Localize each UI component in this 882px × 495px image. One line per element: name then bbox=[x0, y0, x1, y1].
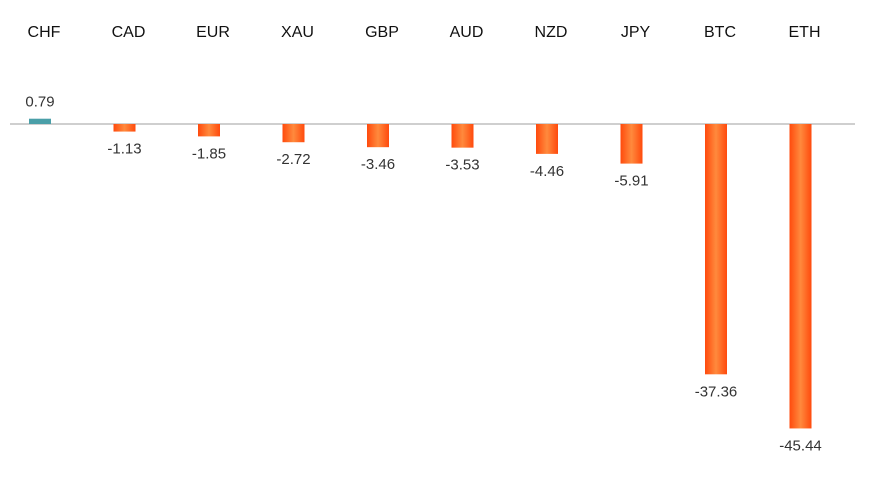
value-label-nzd: -4.46 bbox=[530, 163, 564, 180]
bar-eur bbox=[198, 124, 220, 137]
bar-nzd bbox=[536, 124, 558, 154]
bars bbox=[29, 118, 812, 429]
bar-gbp bbox=[367, 124, 389, 148]
category-label-nzd: NZD bbox=[535, 24, 568, 41]
category-label-cad: CAD bbox=[112, 24, 146, 41]
value-label-cad: -1.13 bbox=[107, 141, 141, 158]
value-label-gbp: -3.46 bbox=[361, 156, 395, 173]
value-label-btc: -37.36 bbox=[695, 383, 738, 400]
category-label-gbp: GBP bbox=[365, 24, 399, 41]
category-labels: CHF CAD EUR XAU GBP AUD NZD JPY BTC ETH bbox=[28, 24, 821, 41]
category-label-chf: CHF bbox=[28, 24, 61, 41]
bar-btc bbox=[705, 124, 727, 375]
value-label-xau: -2.72 bbox=[276, 151, 310, 168]
category-label-xau: XAU bbox=[281, 24, 314, 41]
bar-aud bbox=[451, 124, 474, 148]
bar-chf bbox=[29, 118, 51, 124]
value-label-eth: -45.44 bbox=[779, 437, 822, 454]
bar-cad bbox=[113, 124, 136, 132]
category-label-jpy: JPY bbox=[621, 24, 651, 41]
category-label-eth: ETH bbox=[789, 24, 821, 41]
category-label-eur: EUR bbox=[196, 24, 230, 41]
value-label-aud: -3.53 bbox=[445, 157, 479, 174]
bar-jpy bbox=[620, 124, 643, 164]
bar-xau bbox=[282, 124, 305, 143]
category-label-aud: AUD bbox=[450, 24, 484, 41]
value-label-eur: -1.85 bbox=[192, 145, 226, 162]
bar-eth bbox=[789, 124, 812, 429]
value-labels: 0.79 -1.13 -1.85 -2.72 -3.46 -3.53 -4.46 -5.91 -… bbox=[25, 94, 821, 455]
value-label-chf: 0.79 bbox=[25, 94, 54, 111]
value-label-jpy: -5.91 bbox=[614, 173, 648, 190]
category-label-btc: BTC bbox=[704, 24, 736, 41]
